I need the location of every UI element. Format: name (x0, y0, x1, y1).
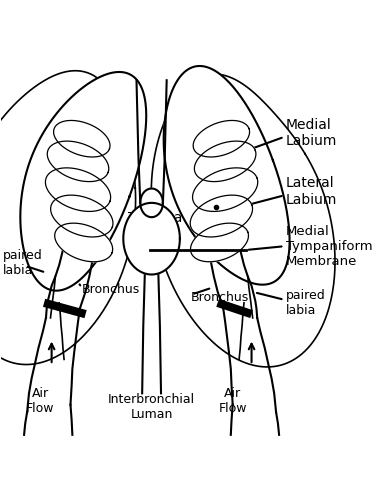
Polygon shape (194, 141, 256, 182)
Polygon shape (190, 223, 248, 262)
Text: Interbronchial
Luman: Interbronchial Luman (108, 392, 195, 420)
Text: Medial
Tympaniform
Membrane: Medial Tympaniform Membrane (285, 224, 372, 268)
Polygon shape (55, 223, 113, 262)
Text: Medial
Labium: Medial Labium (285, 118, 337, 148)
Text: paired
labia: paired labia (285, 289, 325, 317)
Polygon shape (47, 141, 109, 182)
Polygon shape (45, 168, 111, 212)
Text: Bronchus: Bronchus (82, 283, 140, 296)
Text: Lateral
Labium: Lateral Labium (285, 176, 337, 206)
Text: paired
labia: paired labia (3, 249, 42, 277)
Polygon shape (193, 120, 249, 157)
Polygon shape (192, 168, 258, 212)
Polygon shape (123, 203, 180, 274)
Text: Trachea: Trachea (128, 211, 183, 225)
Polygon shape (151, 74, 335, 367)
Text: Air
Flow: Air Flow (26, 387, 55, 415)
Polygon shape (190, 195, 253, 237)
Polygon shape (20, 72, 146, 290)
Text: Air
Flow: Air Flow (219, 387, 247, 415)
Text: Bronchus: Bronchus (191, 290, 249, 304)
Polygon shape (0, 70, 136, 364)
Polygon shape (54, 120, 110, 157)
Polygon shape (164, 66, 290, 284)
Polygon shape (140, 188, 163, 217)
Polygon shape (51, 195, 113, 237)
